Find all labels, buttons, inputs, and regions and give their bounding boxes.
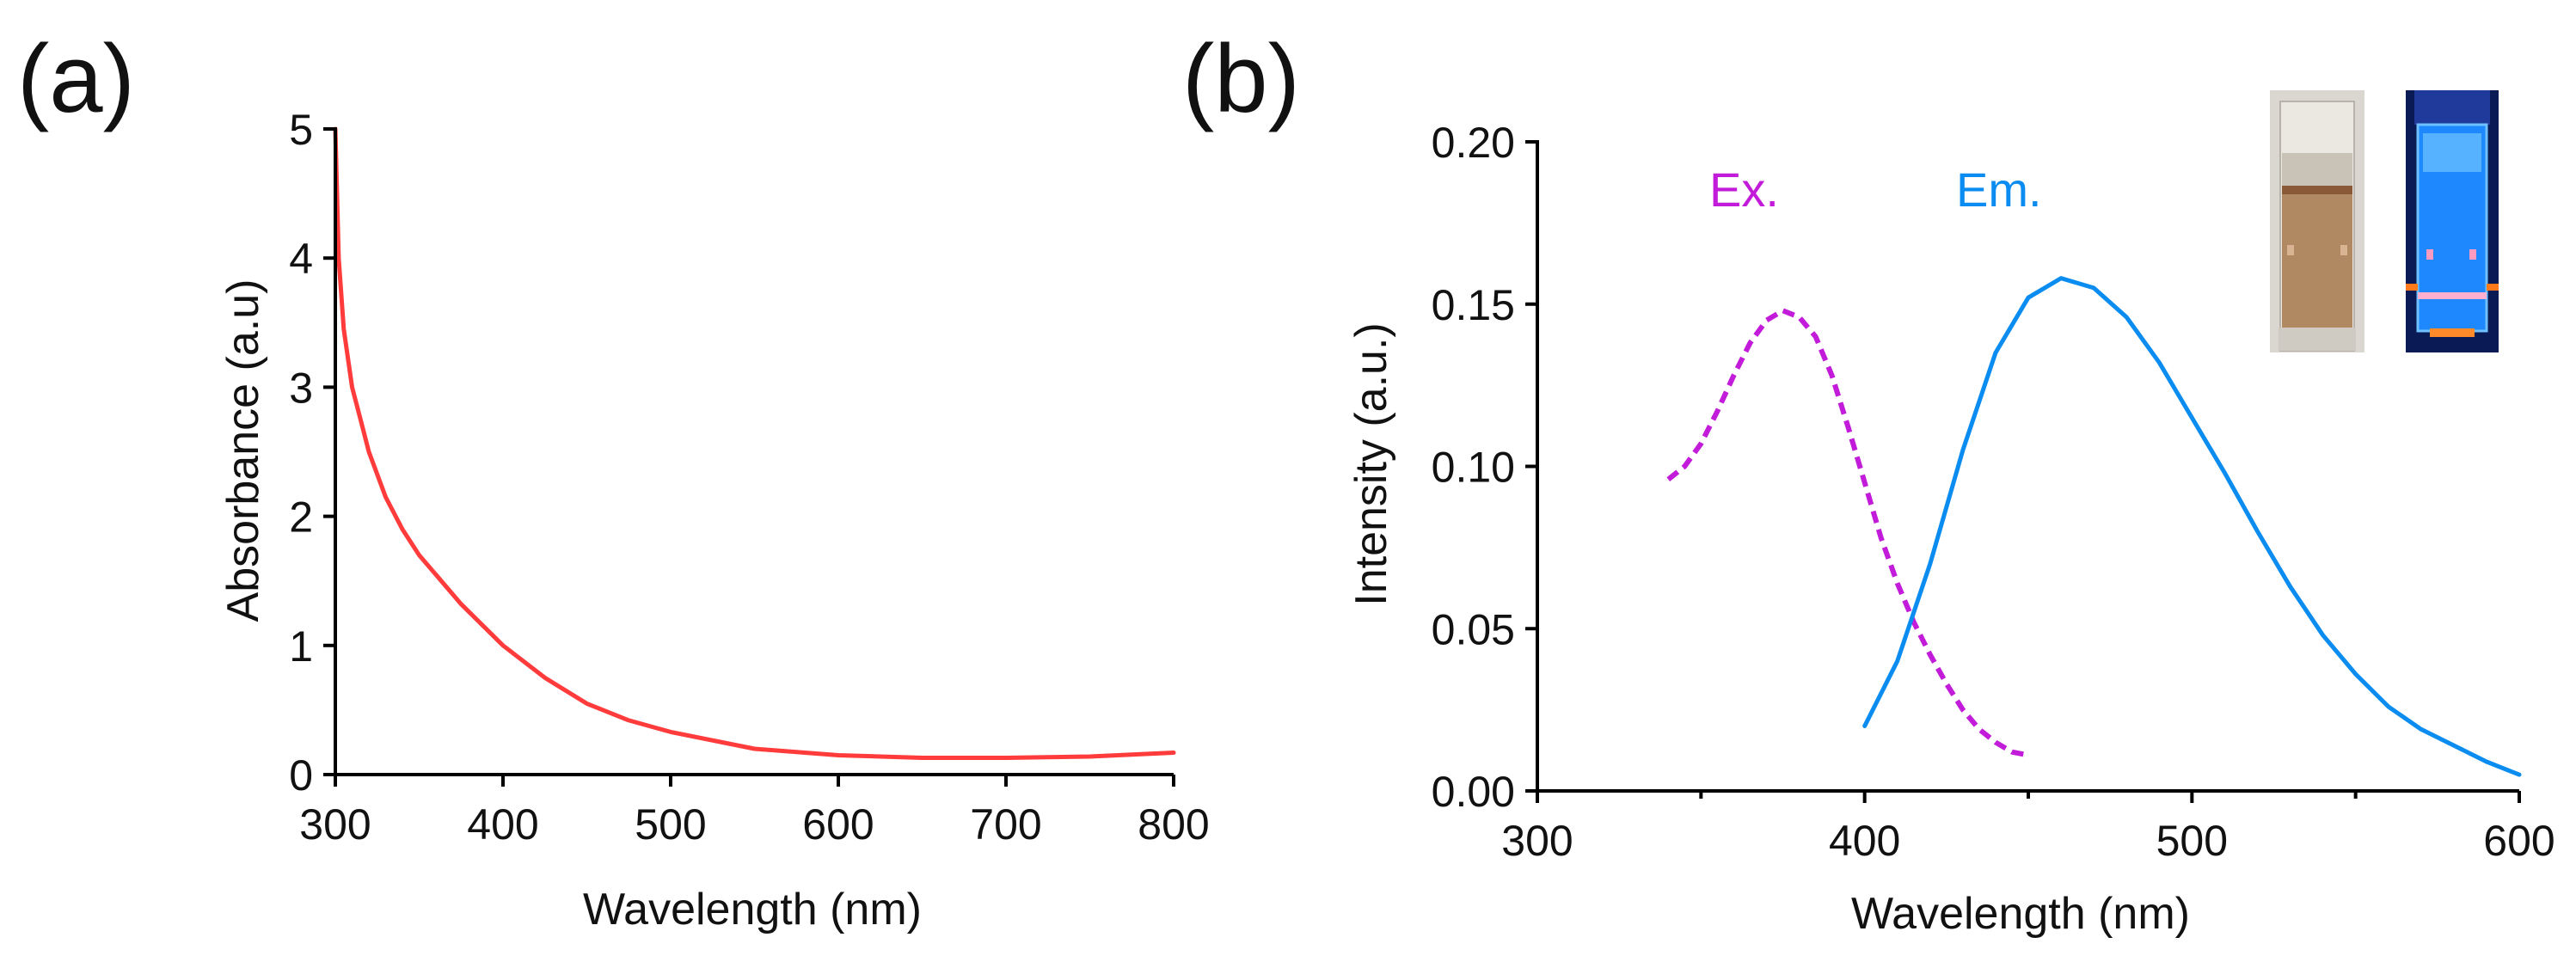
panel-a-series-absorbance-line: [333, 126, 1176, 760]
panel-a-x-tick-label-1: 400: [467, 800, 538, 849]
legend-excitation-label: Ex.: [1709, 162, 1779, 217]
panel-b-x-tick-label-0: 300: [1501, 817, 1573, 865]
panel-b: (b) 300 400 500 600 0.00 0.05 0.10 0.15 0.20 Wa…: [1182, 25, 2555, 939]
panel-b-label: (b): [1182, 25, 1300, 132]
panel-a-x-tick-label-2: 500: [635, 800, 706, 849]
cuvette-daylight-photo: [2270, 90, 2364, 352]
panel-b-x-tick-label-2: 500: [2156, 817, 2228, 865]
panel-a-y-tick-label-1: 1: [289, 622, 313, 671]
panel-a-y-tick-label-2: 2: [289, 493, 313, 542]
panel-a-y-tick-label-5: 5: [289, 106, 313, 154]
panel-b-x-tick-label-3: 600: [2483, 817, 2555, 865]
panel-a-y-tick-label-4: 4: [289, 235, 313, 283]
panel-a-plot-area: [333, 126, 1176, 760]
panel-a-x-ticks: 300 400 500 600 700 800: [299, 775, 1210, 849]
panel-a-y-tick-label-3: 3: [289, 364, 313, 412]
panel-a-x-axis-title: Wavelength (nm): [583, 885, 922, 934]
panel-a-y-ticks: 0 1 2 3 4 5: [289, 106, 335, 800]
cuvette-uv-photo: [2406, 90, 2499, 352]
panel-a-x-tick-label-3: 600: [802, 800, 874, 849]
panel-a-x-tick-label-4: 700: [970, 800, 1041, 849]
panel-a-x-tick-label-0: 300: [299, 800, 371, 849]
panel-b-series-ex-line: [1666, 308, 2029, 758]
panel-b-x-axis-title: Wavelength (nm): [1851, 889, 2190, 939]
panel-b-y-ticks: 0.00 0.05 0.10 0.15 0.20: [1432, 119, 1537, 816]
panel-b-y-axis-title: Intensity (a.u.): [1346, 322, 1396, 605]
panel-b-x-tick-label-1: 400: [1829, 817, 1900, 865]
panel-a-y-axis-title: Absorbance (a.u): [218, 279, 268, 622]
panel-b-y-tick-label-4: 0.20: [1432, 119, 1515, 167]
panel-b-y-tick-label-3: 0.15: [1432, 281, 1515, 329]
panel-b-plot-area: [1666, 276, 2522, 777]
panel-a-label: (a): [17, 25, 135, 132]
legend-emission-label: Em.: [1956, 162, 2042, 217]
panel-b-x-ticks: 300 400 500 600: [1501, 791, 2555, 865]
panel-a: (a) 300 400 500 600 700 800 0 1 2 3 4 5 Wavelength…: [17, 25, 1210, 934]
panel-b-y-tick-label-0: 0.00: [1432, 768, 1515, 816]
panel-b-y-tick-label-2: 0.10: [1432, 444, 1515, 492]
panel-b-series-em-line: [1862, 276, 2522, 777]
panel-b-y-tick-label-1: 0.05: [1432, 605, 1515, 653]
panel-a-x-tick-label-5: 800: [1138, 800, 1209, 849]
panel-a-y-tick-label-0: 0: [289, 751, 313, 800]
